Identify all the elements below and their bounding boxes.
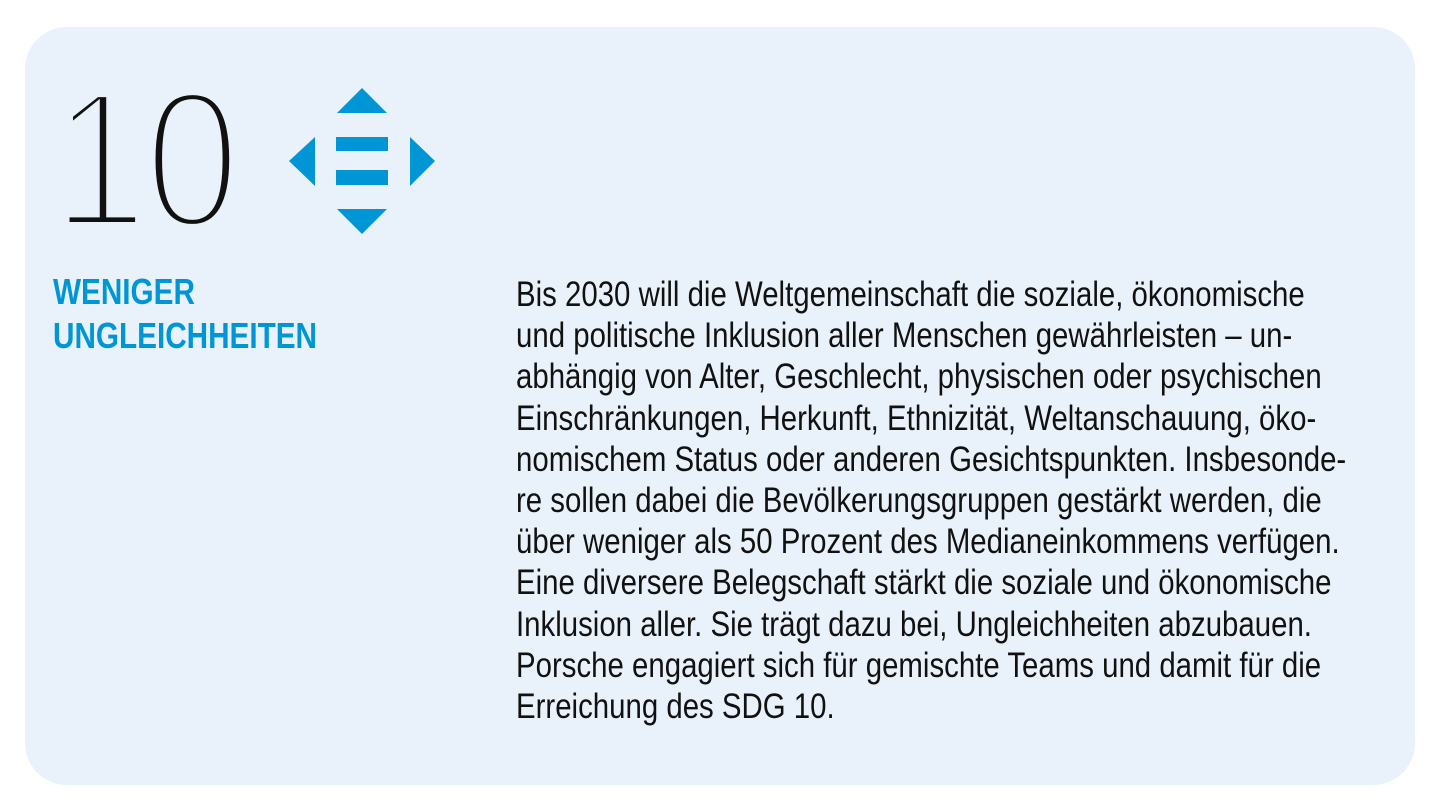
- goal-title-line: UNGLEICHHEITEN: [53, 315, 318, 356]
- description-line: re sollen dabei die Bevölkerungsgruppen …: [516, 481, 1322, 521]
- goal-description: Bis 2030 will die Weltgemeinschaft die s…: [516, 274, 1346, 727]
- sdg-card: [25, 27, 1415, 785]
- arrow-up-shape: [337, 88, 387, 113]
- arrow-right-shape: [410, 137, 435, 186]
- arrow-left-shape: [289, 137, 315, 186]
- description-line: Erreichung des SDG 10.: [516, 687, 835, 727]
- goal-title: WENIGER UNGLEICHHEITEN: [53, 270, 317, 358]
- arrow-down-shape: [337, 209, 387, 234]
- description-line: über weniger als 50 Prozent des Medianei…: [516, 522, 1340, 562]
- description-line: Eine diversere Belegschaft stärkt die so…: [516, 563, 1332, 603]
- equal-bar-top: [336, 137, 388, 151]
- reduced-inequalities-arrows-icon: [289, 88, 435, 234]
- description-line: Bis 2030 will die Weltgemeinschaft die s…: [516, 275, 1305, 314]
- goal-number: 10: [48, 50, 245, 269]
- description-line: Inklusion aller. Sie trägt dazu bei, Ung…: [516, 604, 1312, 644]
- description-line: nomischem Status oder anderen Gesichtspu…: [516, 439, 1347, 479]
- description-line: Einschränkungen, Herkunft, Ethnizität, W…: [516, 398, 1317, 438]
- goal-title-line: WENIGER: [53, 271, 195, 312]
- description-line: abhängig von Alter, Geschlecht, physisch…: [516, 357, 1322, 397]
- equal-bar-bottom: [336, 170, 388, 185]
- description-line: und politische Inklusion aller Menschen …: [516, 316, 1293, 356]
- description-line: Porsche engagiert sich für gemischte Tea…: [516, 645, 1322, 685]
